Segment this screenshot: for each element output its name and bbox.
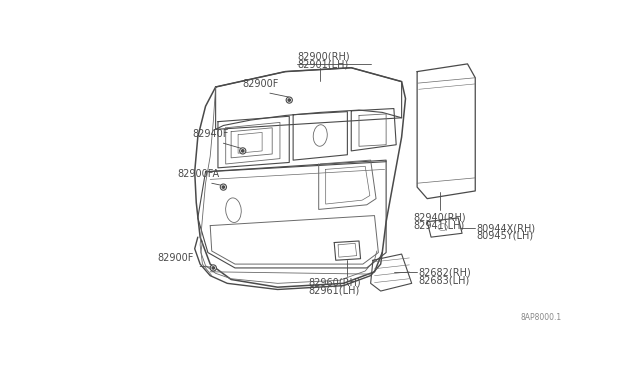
Text: 82900FA: 82900FA	[177, 169, 219, 179]
Circle shape	[288, 99, 291, 101]
Text: 82682(RH): 82682(RH)	[419, 268, 472, 278]
Circle shape	[212, 267, 214, 269]
Circle shape	[239, 148, 246, 154]
Text: 82900F: 82900F	[157, 253, 194, 263]
Text: 82901(LH): 82901(LH)	[297, 59, 348, 69]
Circle shape	[220, 184, 227, 190]
Text: 82683(LH): 82683(LH)	[419, 276, 470, 286]
Circle shape	[210, 265, 216, 271]
Text: 82900F: 82900F	[243, 78, 279, 89]
Circle shape	[286, 97, 292, 103]
Text: 82940(RH): 82940(RH)	[413, 212, 466, 222]
Circle shape	[222, 186, 225, 188]
Text: 82961(LH): 82961(LH)	[308, 286, 360, 296]
Text: 82941(LH): 82941(LH)	[413, 220, 465, 230]
Text: 80945Y(LH): 80945Y(LH)	[477, 231, 534, 241]
Text: 82940F: 82940F	[193, 129, 228, 139]
Text: 80944X(RH): 80944X(RH)	[477, 223, 536, 233]
Text: 82960(RH): 82960(RH)	[308, 278, 361, 288]
Text: 8AP8000.1: 8AP8000.1	[521, 313, 562, 322]
Text: 82900(RH): 82900(RH)	[297, 52, 349, 62]
Circle shape	[241, 150, 244, 152]
